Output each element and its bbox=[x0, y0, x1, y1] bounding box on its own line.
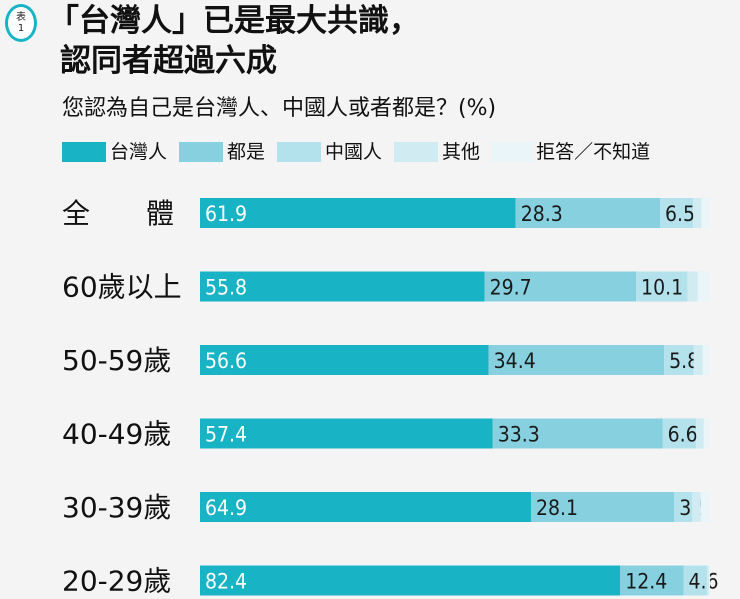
data-label: 12.4 bbox=[625, 570, 667, 594]
data-label: 57.4 bbox=[205, 423, 247, 447]
data-label: 61.9 bbox=[205, 202, 247, 226]
data-label: 10.1 bbox=[641, 276, 683, 300]
bar-segment bbox=[674, 492, 693, 522]
figure-badge: 表 1 bbox=[5, 4, 37, 42]
legend-swatch bbox=[394, 142, 439, 162]
chart-title-line1: 「台灣人」已是最大共識， bbox=[48, 3, 420, 39]
bar-segment bbox=[687, 271, 698, 302]
bar-segment bbox=[692, 492, 701, 522]
legend-item-taiwanese: 台灣人 bbox=[62, 141, 167, 163]
legend-label: 台灣人 bbox=[110, 141, 168, 163]
bar-segment bbox=[693, 345, 703, 375]
category-label: 全 體 bbox=[62, 197, 174, 230]
bar-segment bbox=[200, 345, 489, 375]
bar-segment bbox=[636, 271, 688, 302]
bar-segment bbox=[488, 345, 665, 375]
data-label: 28.3 bbox=[521, 202, 563, 226]
data-label: 29.7 bbox=[490, 276, 532, 300]
bar-segment bbox=[697, 271, 710, 302]
legend-swatch bbox=[277, 142, 322, 162]
data-label: 6.6 bbox=[668, 423, 698, 447]
data-label: 6.5 bbox=[665, 202, 695, 226]
legend-label: 拒答／不知道 bbox=[536, 141, 651, 163]
data-label: 64.9 bbox=[205, 496, 247, 520]
bar-segment bbox=[530, 492, 675, 522]
bar-segment bbox=[693, 198, 702, 228]
data-label: 33.3 bbox=[498, 423, 540, 447]
bar-segment bbox=[515, 198, 661, 228]
legend-label: 中國人 bbox=[325, 141, 383, 163]
data-label: 56.6 bbox=[205, 349, 247, 373]
category-label: 30-39歲 bbox=[62, 491, 171, 524]
category-label: 20-29歲 bbox=[62, 565, 171, 598]
category-label: 40-49歲 bbox=[62, 418, 171, 451]
bar-segment bbox=[683, 565, 707, 596]
legend-item-chinese: 中國人 bbox=[277, 141, 382, 163]
badge-label: 表 bbox=[16, 12, 26, 23]
legend-label: 都是 bbox=[227, 141, 266, 163]
bar-segment bbox=[662, 418, 697, 449]
data-label: 4.6 bbox=[688, 570, 718, 594]
bar-segment bbox=[200, 198, 516, 228]
legend-item-other: 其他 bbox=[394, 141, 480, 163]
legend-swatch bbox=[179, 142, 224, 162]
data-label: 34.4 bbox=[494, 349, 536, 373]
data-label: 55.8 bbox=[205, 276, 247, 300]
data-label: 82.4 bbox=[205, 570, 247, 594]
bar-segment bbox=[664, 345, 694, 375]
bar-segment bbox=[200, 565, 621, 596]
bar-segment bbox=[660, 198, 694, 228]
legend-swatch bbox=[62, 142, 106, 162]
category-label: 50-59歲 bbox=[62, 344, 171, 377]
bar-segment bbox=[200, 492, 531, 522]
bar-segment bbox=[703, 418, 710, 449]
bar-segment bbox=[696, 418, 704, 449]
bar-segment bbox=[701, 198, 710, 228]
legend: 台灣人 都是 中國人 其他 拒答／不知道 bbox=[62, 140, 740, 164]
bar-segment bbox=[200, 271, 485, 302]
bar-segment bbox=[700, 492, 710, 522]
legend-item-refuse: 拒答／不知道 bbox=[492, 141, 650, 163]
bar-segment bbox=[484, 271, 637, 302]
data-label: 28.1 bbox=[536, 496, 578, 520]
bar-segment bbox=[708, 565, 710, 596]
bar-segment bbox=[702, 345, 710, 375]
chart-title-line2: 認同者超過六成 bbox=[60, 43, 277, 79]
bar-segment bbox=[200, 418, 493, 449]
bar-segment bbox=[620, 565, 684, 596]
legend-item-both: 都是 bbox=[179, 141, 265, 163]
badge-number: 1 bbox=[17, 23, 25, 34]
chart-subtitle: 您認為自己是台灣人、中國人或者都是？(%) bbox=[62, 96, 497, 121]
legend-swatch bbox=[492, 142, 533, 162]
bar-segment bbox=[706, 565, 709, 596]
legend-label: 其他 bbox=[442, 141, 481, 163]
category-label: 60歲以上 bbox=[62, 271, 182, 304]
bar-segment bbox=[492, 418, 663, 449]
